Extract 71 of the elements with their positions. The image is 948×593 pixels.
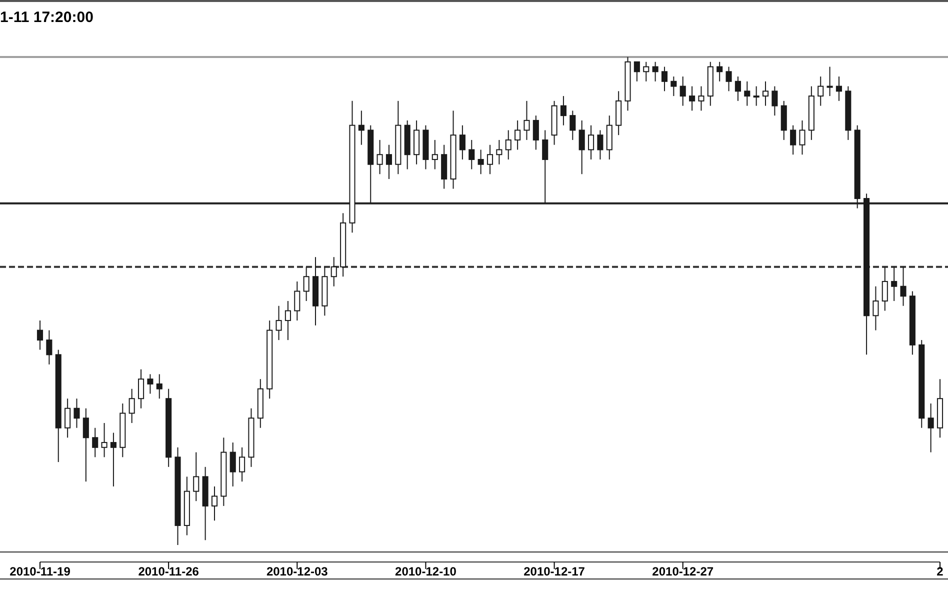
candlestick (358, 110, 364, 146)
candlestick (294, 280, 300, 322)
candlestick (643, 61, 650, 82)
candlestick (211, 486, 218, 522)
candlestick (836, 76, 842, 102)
chart-title: 1-11 17:20:00 (0, 9, 94, 26)
candlestick (432, 139, 438, 170)
candlestick (101, 422, 108, 458)
candlestick (634, 61, 640, 82)
candlestick (882, 266, 888, 312)
candlestick (753, 86, 760, 106)
candlestick (110, 432, 116, 487)
candlestick (744, 80, 750, 106)
candlestick (570, 110, 576, 140)
candlestick (762, 80, 769, 106)
candlestick (716, 61, 723, 82)
candlestick (386, 144, 392, 180)
candlestick (505, 130, 512, 160)
candlestick (138, 368, 144, 409)
candlestick (92, 427, 98, 458)
candlestick (478, 149, 484, 175)
x-tick-label: 2010-12-17 (524, 564, 586, 579)
candlestick (689, 86, 696, 112)
candlestick (156, 374, 162, 400)
candlestick (578, 120, 585, 175)
candlestick (46, 330, 52, 365)
candlestick (680, 76, 686, 106)
candlestick (459, 124, 466, 160)
candlestick (560, 96, 566, 126)
candlestick (698, 86, 704, 112)
x-tick-label: 2010-12-03 (266, 564, 328, 579)
candlestick (468, 139, 475, 170)
candlestick (284, 300, 291, 341)
x-tick-label: 2010-11-19 (10, 564, 71, 579)
candlestick (514, 120, 521, 150)
candlestick (790, 124, 796, 156)
candlestick (128, 388, 135, 424)
candlestick (376, 139, 383, 175)
candlestick (532, 115, 539, 150)
candlestick (872, 286, 879, 331)
candlestick (239, 446, 246, 482)
candlestick (928, 402, 934, 453)
candlestick (891, 266, 898, 302)
candlestick (524, 100, 530, 140)
candlestick (670, 76, 677, 97)
candlestick (799, 120, 806, 156)
x-tick-label: 2010-12-27 (652, 564, 714, 579)
candlestick (193, 452, 200, 502)
x-tick-label: 2010-12-10 (395, 564, 457, 579)
candlestick (330, 256, 337, 287)
candlestick (82, 408, 89, 482)
candlestick (900, 266, 906, 306)
candlestick (64, 398, 71, 438)
candlestick (276, 305, 282, 341)
x-tick-label: 2010-11-26 (138, 564, 200, 579)
candlestick (230, 442, 236, 487)
candlestick (826, 66, 833, 97)
candlestick (147, 374, 154, 394)
candlestick (772, 86, 778, 116)
candlestick (496, 139, 502, 165)
candlestick (597, 130, 604, 160)
candlestick (74, 398, 80, 428)
candlestick (818, 76, 824, 106)
candlestick (588, 124, 594, 160)
candlestick (661, 66, 668, 92)
candlestick (734, 76, 741, 102)
candlestick (36, 320, 44, 350)
candlestick (486, 144, 494, 175)
candlestick (303, 266, 310, 302)
candlestick (652, 61, 658, 82)
candlestick (726, 66, 732, 92)
